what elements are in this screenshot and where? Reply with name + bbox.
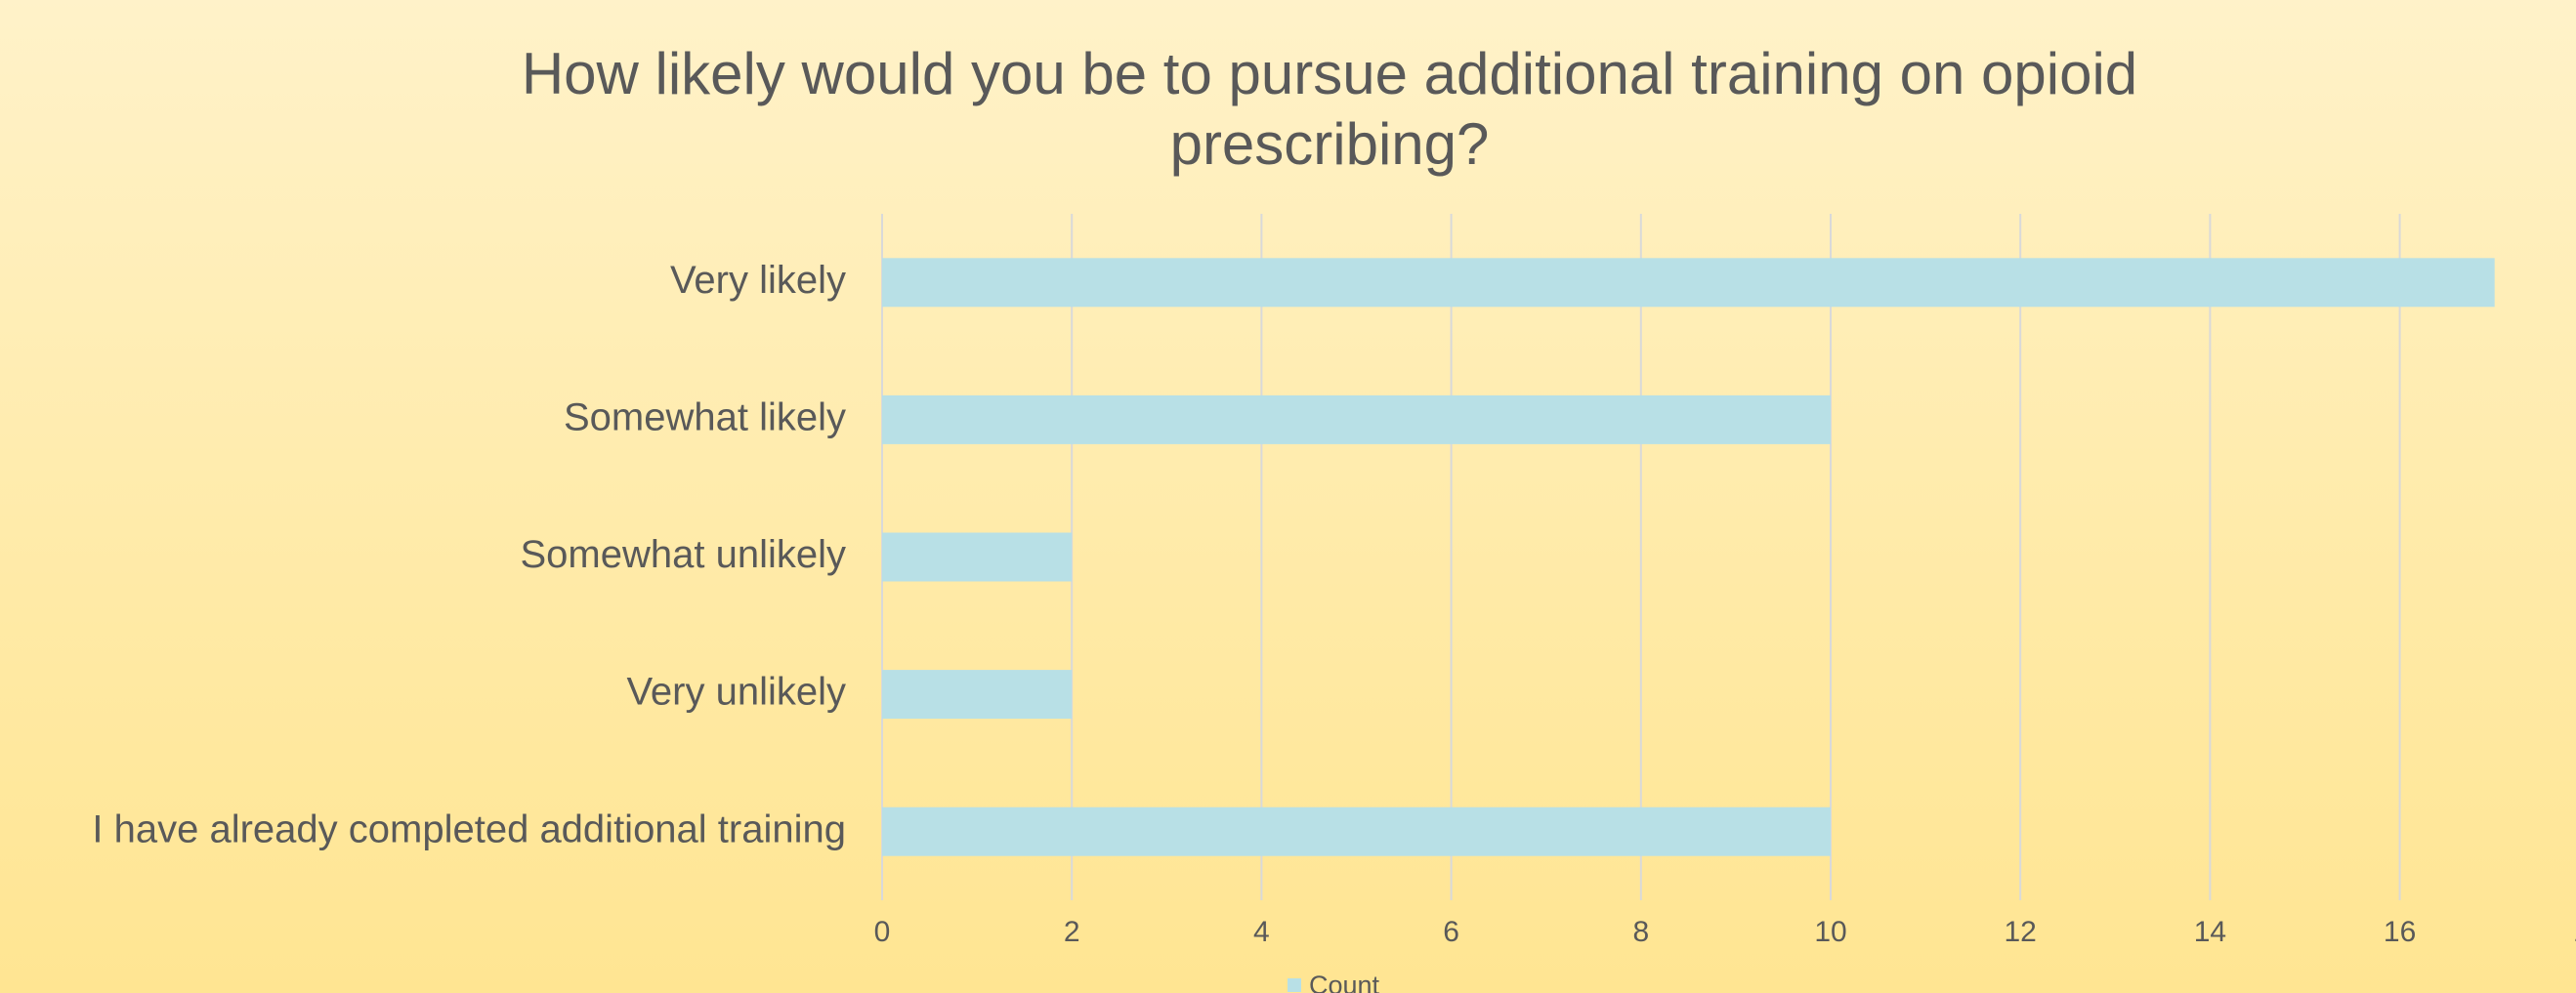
x-tick-label: 8 <box>1632 916 1649 948</box>
bar <box>882 532 1073 582</box>
y-tick-label: Somewhat unlikely <box>521 533 847 576</box>
y-tick-label: I have already completed additional trai… <box>92 807 846 850</box>
y-tick-label: Very likely <box>670 259 846 302</box>
bar <box>882 394 1831 444</box>
y-tick-label: Somewhat likely <box>564 395 846 438</box>
x-tick-label: 12 <box>2005 916 2037 948</box>
x-tick-label: 4 <box>1253 916 1270 948</box>
y-tick-label: Very unlikely <box>626 671 846 714</box>
x-tick-label: 18 <box>2573 916 2576 948</box>
x-tick-label: 2 <box>1064 916 1080 948</box>
chart-title: How likely would you be to pursue additi… <box>521 41 2138 177</box>
x-tick-label: 0 <box>874 916 891 948</box>
bar <box>882 807 1831 856</box>
x-tick-label: 10 <box>1814 916 1846 948</box>
legend-swatch <box>1288 978 1301 992</box>
legend-label: Count <box>1309 971 1380 993</box>
bar <box>882 258 2495 308</box>
x-tick-label: 6 <box>1443 916 1459 948</box>
x-tick-label: 16 <box>2384 916 2416 948</box>
x-tick-label: 14 <box>2194 916 2226 948</box>
bar <box>882 670 1073 720</box>
